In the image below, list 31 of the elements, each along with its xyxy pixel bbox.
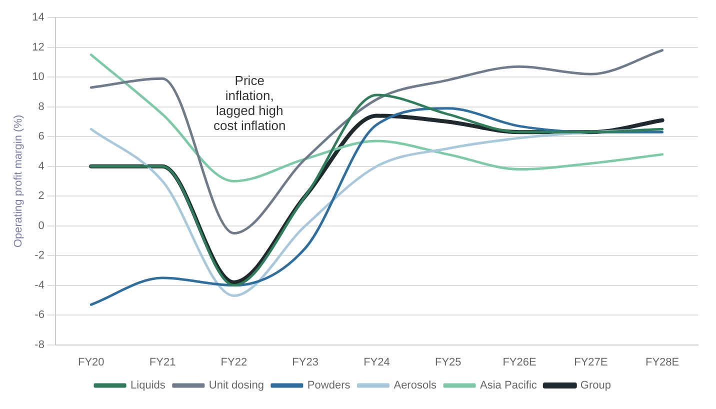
- y-tick-label: -6: [34, 309, 44, 322]
- y-tick-label: 6: [38, 130, 44, 143]
- y-tick-label: -8: [34, 338, 44, 351]
- y-tick-label: 10: [32, 71, 44, 84]
- legend-label: Unit dosing: [208, 380, 264, 392]
- line-series: [90, 49, 664, 235]
- x-tick-label: FY22: [220, 356, 248, 368]
- x-tick-label: FY23: [292, 356, 318, 368]
- x-tick-label: FY26E: [502, 356, 536, 368]
- line-series: [90, 54, 664, 182]
- legend-label: Asia Pacific: [480, 380, 538, 392]
- legend-label: Aerosols: [394, 380, 438, 392]
- x-tick-label: FY21: [149, 356, 176, 368]
- y-tick-label: 2: [38, 190, 44, 202]
- y-tick-label: 12: [32, 41, 44, 54]
- y-tick-label: 8: [38, 100, 44, 113]
- x-tick-label: FY28E: [645, 356, 680, 368]
- y-tick-label: 14: [32, 12, 44, 24]
- annotation: Price inflation, lagged high cost inflation: [213, 73, 286, 134]
- y-axis-title: Operating profit margin (%): [12, 114, 25, 248]
- legend-label: Powders: [307, 380, 351, 392]
- y-tick-label: 4: [38, 160, 44, 172]
- x-tick-label: FY25: [434, 356, 462, 368]
- legend-label: Group: [580, 380, 611, 392]
- y-tick-label: -4: [34, 279, 44, 292]
- x-tick-label: FY27E: [574, 356, 608, 368]
- y-tick-label: 0: [38, 220, 44, 232]
- x-tick-label: FY24: [364, 356, 390, 368]
- legend-label: Liquids: [130, 380, 166, 392]
- y-tick-label: -2: [34, 250, 44, 262]
- x-tick-label: FY20: [78, 356, 104, 368]
